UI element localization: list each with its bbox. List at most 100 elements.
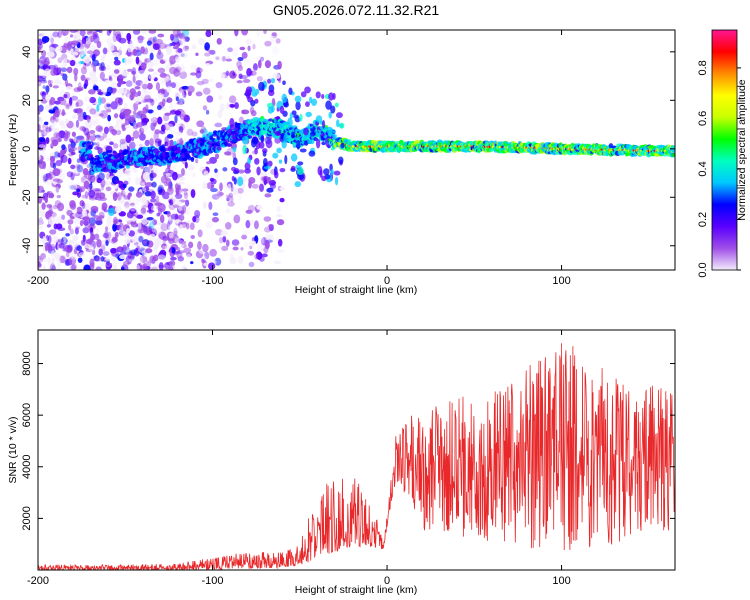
transition-blob [294,95,302,103]
noise-blob [69,228,75,235]
noise-blob [144,190,152,197]
noise-blob [122,244,127,252]
noise-blob [97,96,102,106]
noise-blob [130,136,135,142]
noise-blob [72,213,80,217]
noise-blob [106,266,111,270]
transition-blob [334,102,339,108]
transition-blob [303,127,309,136]
noise-blob [190,261,194,265]
noise-blob [77,115,84,122]
noise-blob [129,141,136,150]
noise-blob [41,129,45,139]
noise-blob [110,81,119,89]
noise-blob [140,217,149,225]
noise-blob [52,85,60,89]
noise-blob [210,178,217,185]
transition-blob [321,93,325,100]
colorbar-tick-label: 0.8 [697,60,709,75]
noise-blob [53,132,59,138]
noise-blob [205,62,211,66]
noise-blob [123,102,128,110]
noise-blob [129,207,137,214]
noise-blob [133,92,139,97]
noise-blob [150,205,156,215]
noise-blob [53,151,61,159]
noise-blob [109,141,114,146]
noise-blob [38,263,42,268]
noise-blob [169,33,174,41]
noise-blob [38,210,46,218]
noise-blob [218,57,226,62]
noise-blob [197,241,202,250]
noise-blob [157,33,165,38]
transition-blob [315,138,321,149]
noise-blob [61,109,65,117]
noise-blob [124,125,130,129]
noise-blob [105,261,111,268]
noise-blob [47,256,52,266]
transition-blob [328,92,334,101]
noise-blob [46,157,50,162]
noise-blob [61,30,69,36]
spectrogram-cloud [38,30,675,270]
noise-blob [56,194,62,199]
transition-blob [233,168,240,174]
noise-blob [70,164,76,170]
noise-blob [152,219,157,226]
noise-blob [196,81,205,86]
noise-blob [83,96,91,102]
noise-blob [272,73,281,80]
noise-blob [257,59,262,69]
noise-blob [132,102,139,111]
noise-blob [277,60,282,70]
noise-blob [232,246,239,251]
noise-blob [276,206,281,212]
noise-blob [130,114,136,122]
transition-blob [272,152,279,159]
noise-blob [95,266,103,270]
noise-blob [247,250,255,256]
noise-blob [232,72,236,76]
noise-blob [102,132,108,139]
noise-blob [63,234,68,242]
noise-blob [164,236,171,241]
noise-blob [42,155,48,160]
noise-blob [157,254,166,261]
noise-blob [76,164,84,173]
noise-blob [202,105,208,111]
noise-blob [89,227,94,233]
noise-blob [76,107,83,117]
noise-blob [122,189,129,195]
noise-blob [144,182,153,187]
ridge-blob [187,155,192,161]
noise-blob [218,236,224,244]
noise-blob [104,79,110,84]
noise-blob [192,172,196,178]
noise-blob [242,78,251,84]
noise-blob [68,153,74,157]
noise-blob [81,201,86,210]
noise-blob [81,126,87,132]
noise-blob [222,167,228,172]
noise-blob [63,94,68,99]
noise-blob [52,168,61,177]
noise-blob [123,238,130,244]
noise-blob [174,114,178,124]
noise-blob [38,46,41,52]
noise-blob [97,91,104,95]
noise-blob [159,72,167,78]
noise-blob [118,211,126,217]
noise-blob [82,208,87,218]
noise-blob [168,226,172,231]
noise-blob [169,60,173,66]
transition-blob [336,112,343,119]
noise-blob [117,191,122,201]
noise-blob [50,116,56,124]
noise-blob [55,223,63,230]
noise-blob [165,97,173,104]
noise-blob [67,157,72,165]
transition-blob [290,165,296,171]
